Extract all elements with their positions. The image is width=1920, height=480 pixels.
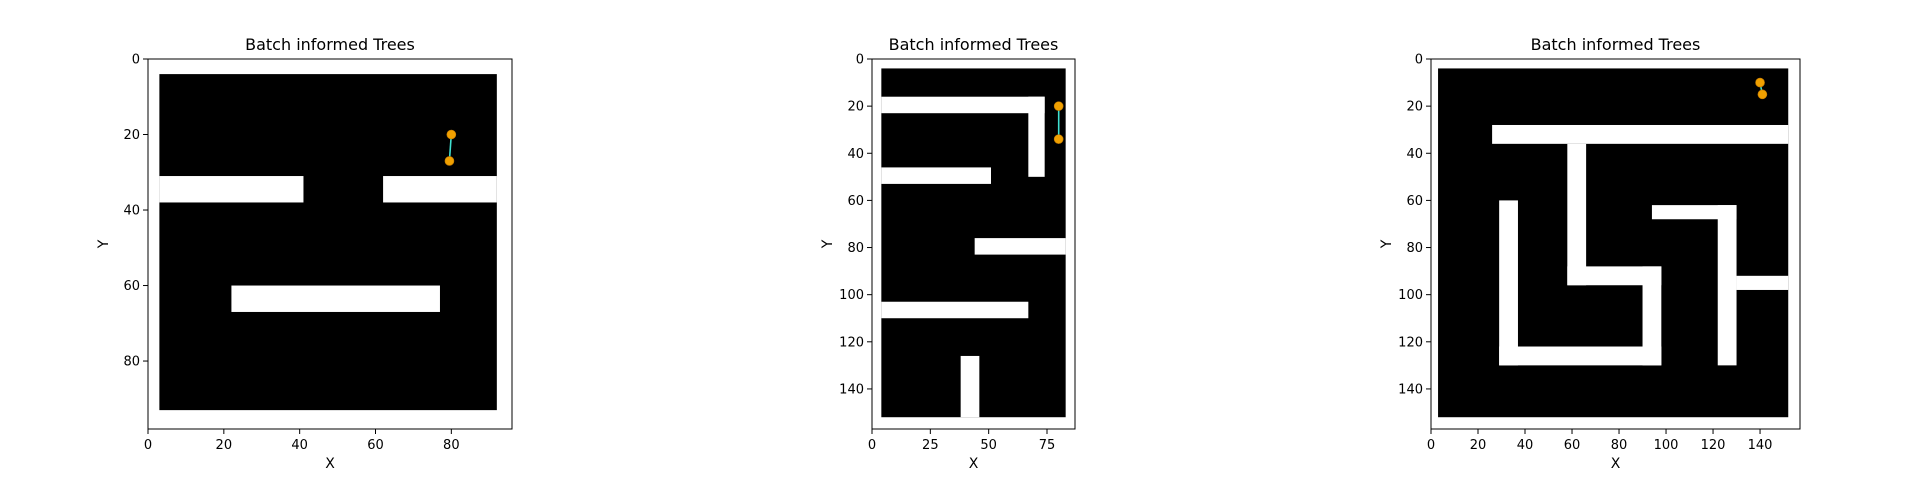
x-tick-label: 25 — [922, 438, 939, 453]
obstacle-area — [1431, 59, 1800, 429]
y-tick-label: 100 — [839, 288, 864, 303]
free-space-region — [1788, 59, 1800, 429]
axes-frame — [871, 58, 1076, 430]
free-space-region — [159, 176, 304, 203]
free-space-region — [1431, 417, 1800, 429]
y-tick-label: 120 — [1398, 335, 1423, 350]
x-tick-label: 60 — [367, 438, 384, 453]
chart-title: Batch informed Trees — [1531, 35, 1701, 54]
x-tick-label: 0 — [144, 438, 152, 453]
start-node — [1053, 101, 1064, 111]
x-tick-label: 40 — [1517, 438, 1534, 453]
free-space-region — [872, 59, 1075, 69]
y-tick-label: 60 — [1406, 194, 1423, 209]
y-axis-label: Y — [820, 239, 836, 249]
y-tick-label: 140 — [839, 382, 864, 397]
chart-title: Batch informed Trees — [245, 35, 415, 54]
free-space-region — [231, 285, 440, 312]
goal-node — [444, 156, 455, 166]
x-tick-label: 40 — [291, 438, 308, 453]
free-space-region — [1499, 346, 1662, 366]
free-space-region — [1717, 205, 1737, 366]
free-space-region — [872, 417, 1075, 429]
y-tick-label: 40 — [847, 147, 864, 162]
y-tick-label: 40 — [1406, 147, 1423, 162]
free-space-region — [1736, 275, 1789, 290]
x-axis-label: X — [1611, 456, 1621, 472]
y-axis-label: Y — [1379, 239, 1395, 249]
x-tick-label: 80 — [443, 438, 460, 453]
free-space-region — [1499, 200, 1518, 366]
free-space-region — [1492, 124, 1789, 144]
y-tick-label: 20 — [1406, 100, 1423, 115]
x-tick-label: 100 — [1654, 438, 1679, 453]
free-space-region — [1431, 59, 1439, 429]
free-space-region — [974, 238, 1066, 255]
y-tick-label: 80 — [1406, 241, 1423, 256]
goal-node — [1053, 134, 1064, 144]
x-tick-label: 140 — [1748, 438, 1773, 453]
free-space-region — [1431, 59, 1800, 69]
free-space-region — [881, 167, 991, 184]
y-tick-label: 20 — [123, 128, 140, 143]
x-tick-label: 50 — [980, 438, 997, 453]
free-space-region — [872, 59, 882, 429]
free-space-region — [148, 59, 512, 75]
x-axis-label: X — [969, 456, 979, 472]
axes-frame — [147, 58, 513, 430]
x-tick-label: 0 — [868, 438, 876, 453]
chart-title: Batch informed Trees — [889, 35, 1059, 54]
y-tick-label: 0 — [856, 53, 864, 68]
x-tick-label: 75 — [1039, 438, 1056, 453]
y-axis-label: Y — [96, 239, 112, 249]
x-tick-label: 20 — [216, 438, 233, 453]
y-tick-label: 80 — [847, 241, 864, 256]
goal-node — [1757, 89, 1768, 100]
x-axis-label: X — [325, 456, 335, 472]
y-tick-label: 20 — [847, 100, 864, 115]
x-tick-label: 20 — [1470, 438, 1487, 453]
obstacle-area — [148, 59, 512, 429]
y-tick-label: 0 — [1415, 53, 1423, 68]
x-tick-label: 60 — [1564, 438, 1581, 453]
y-tick-label: 60 — [847, 194, 864, 209]
free-space-region — [496, 59, 512, 429]
free-space-region — [148, 59, 160, 429]
free-space-region — [1567, 266, 1662, 286]
free-space-region — [1651, 205, 1737, 220]
y-tick-label: 140 — [1398, 382, 1423, 397]
y-tick-label: 60 — [123, 279, 140, 294]
x-tick-label: 0 — [1427, 438, 1435, 453]
free-space-region — [1028, 96, 1045, 177]
y-tick-label: 80 — [123, 355, 140, 370]
x-tick-label: 80 — [1611, 438, 1628, 453]
y-tick-label: 120 — [839, 335, 864, 350]
map-panel-3: 0 20 40 60 80 100 120 140 0 20 40 60 80 100 120 140 Batc… — [1379, 35, 1801, 472]
free-space-region — [881, 96, 1045, 114]
map-panel-2: 0 25 50 75 0 20 40 60 80 100 120 140 Batch informed … — [820, 35, 1076, 472]
map-panel-1: 0 20 40 60 80 0 20 40 60 80 Batch informed Trees X Y — [96, 35, 513, 472]
y-tick-label: 40 — [123, 204, 140, 219]
free-space-region — [1642, 266, 1662, 366]
free-space-region — [1567, 143, 1587, 286]
free-space-region — [383, 176, 497, 203]
free-space-region — [881, 301, 1029, 319]
start-node — [1755, 77, 1765, 88]
free-space-region — [960, 355, 980, 418]
y-tick-label: 0 — [132, 53, 140, 68]
start-node — [446, 129, 457, 140]
free-space-region — [1065, 59, 1075, 429]
free-space-region — [148, 410, 512, 429]
y-tick-label: 100 — [1398, 288, 1423, 303]
x-tick-label: 120 — [1701, 438, 1726, 453]
axes-frame — [1430, 58, 1801, 430]
